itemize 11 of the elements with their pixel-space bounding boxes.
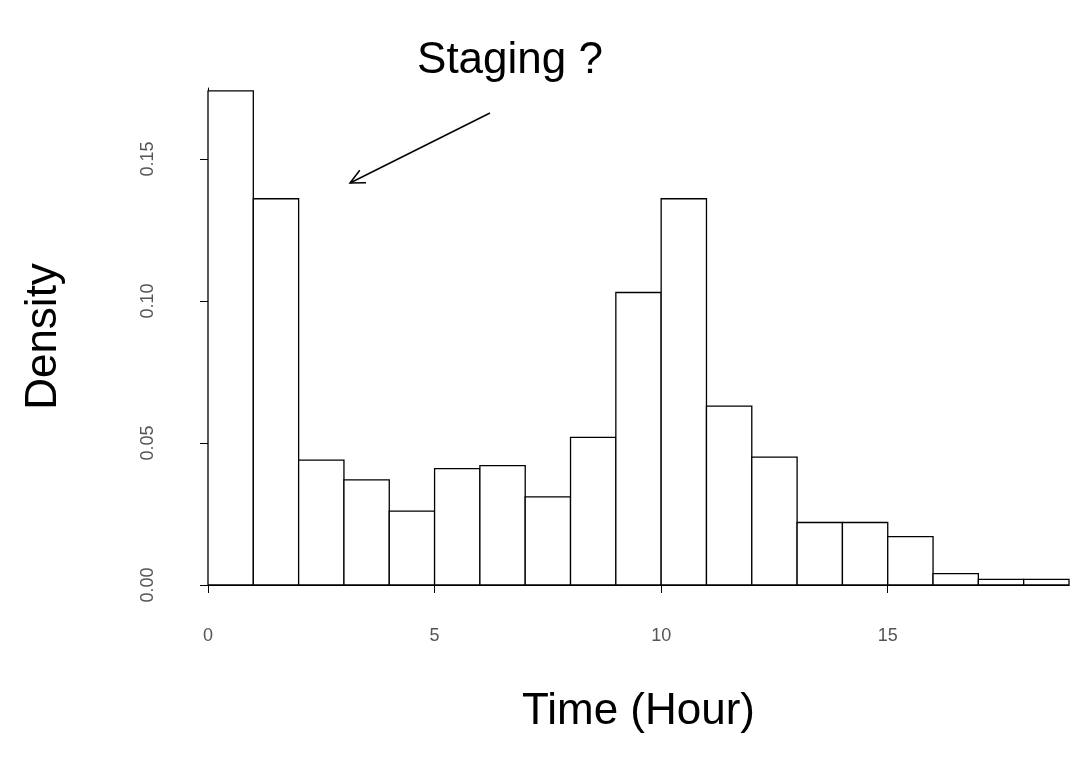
x-tick-label: 5 bbox=[429, 625, 440, 645]
y-tick-label: 0.10 bbox=[137, 283, 157, 319]
x-tick-label: 0 bbox=[202, 625, 214, 645]
text: Staging ? bbox=[416, 33, 604, 83]
x-tick-label: 10 bbox=[651, 625, 672, 645]
x-tick-label: 15 bbox=[877, 625, 898, 645]
y-axis-title: Density bbox=[15, 263, 65, 410]
y-tick-label: 0.05 bbox=[137, 425, 157, 461]
y-tick-label: 0.00 bbox=[137, 567, 157, 603]
x-axis-title: Time (Hour) bbox=[521, 683, 756, 733]
y-tick-label: 0.15 bbox=[137, 141, 157, 177]
